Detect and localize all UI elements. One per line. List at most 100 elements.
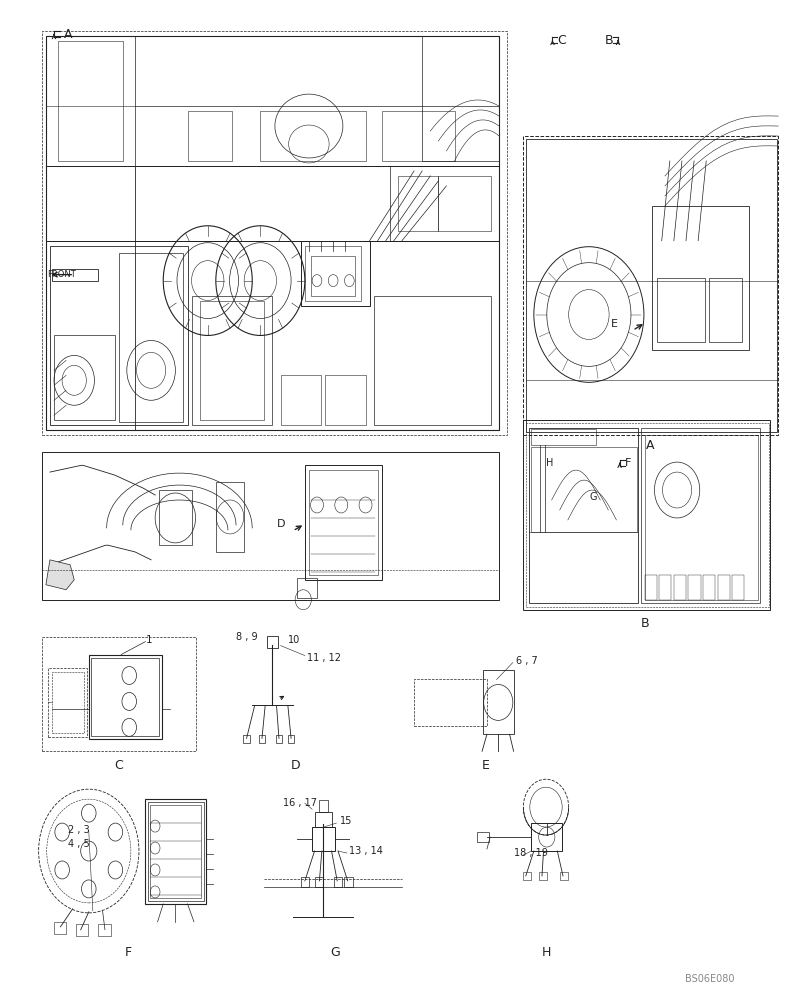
- Text: C: C: [556, 34, 565, 47]
- Bar: [46, 36, 499, 430]
- Bar: [538, 872, 546, 880]
- Bar: [525, 139, 775, 432]
- Bar: [281, 375, 320, 425]
- Text: 16 , 17: 16 , 17: [283, 798, 316, 808]
- Text: 2 , 3: 2 , 3: [67, 825, 89, 835]
- Bar: [422, 36, 499, 161]
- Bar: [49, 668, 87, 737]
- Bar: [145, 799, 206, 904]
- Bar: [150, 805, 201, 898]
- Bar: [373, 296, 491, 425]
- Text: 6 , 7: 6 , 7: [516, 656, 537, 666]
- Bar: [315, 877, 323, 887]
- Bar: [276, 735, 282, 743]
- Text: F: F: [125, 946, 132, 959]
- Bar: [559, 872, 567, 880]
- Bar: [200, 301, 264, 420]
- Bar: [688, 575, 700, 600]
- Bar: [644, 575, 656, 600]
- Bar: [528, 428, 637, 603]
- Bar: [732, 575, 744, 600]
- Bar: [717, 575, 729, 600]
- Bar: [525, 423, 767, 607]
- Text: 10: 10: [287, 635, 300, 645]
- Text: G: G: [330, 946, 340, 959]
- Bar: [659, 575, 671, 600]
- Bar: [216, 482, 244, 552]
- Bar: [310, 256, 354, 296]
- Bar: [304, 246, 361, 301]
- Text: 11 , 12: 11 , 12: [307, 653, 341, 663]
- Bar: [308, 470, 377, 575]
- Bar: [477, 832, 488, 842]
- Text: 4 , 5: 4 , 5: [67, 839, 89, 849]
- Text: H: H: [545, 458, 552, 468]
- Bar: [311, 827, 334, 851]
- Text: E: E: [481, 759, 489, 772]
- Bar: [267, 636, 278, 648]
- Bar: [656, 278, 705, 342]
- Text: E: E: [610, 319, 616, 329]
- Bar: [344, 877, 352, 887]
- Text: FRONT: FRONT: [47, 270, 75, 279]
- Bar: [389, 166, 499, 241]
- Bar: [91, 658, 159, 736]
- Text: 15: 15: [339, 816, 352, 826]
- Bar: [523, 872, 530, 880]
- Text: 8 , 9: 8 , 9: [236, 632, 257, 642]
- Bar: [709, 278, 741, 342]
- Bar: [260, 111, 365, 161]
- Bar: [54, 335, 114, 420]
- Text: D: D: [291, 759, 300, 772]
- Text: 1: 1: [146, 635, 152, 645]
- Bar: [381, 111, 454, 161]
- Text: G: G: [590, 492, 597, 502]
- Bar: [287, 735, 294, 743]
- Bar: [54, 922, 66, 934]
- Polygon shape: [46, 560, 74, 590]
- Bar: [118, 253, 183, 422]
- Bar: [483, 670, 513, 734]
- Bar: [530, 823, 561, 851]
- Bar: [438, 176, 491, 231]
- Bar: [259, 735, 265, 743]
- Text: A: A: [64, 28, 73, 41]
- Bar: [98, 924, 110, 936]
- Bar: [159, 490, 191, 545]
- Bar: [414, 679, 487, 726]
- Text: A: A: [646, 439, 654, 452]
- Bar: [300, 877, 308, 887]
- Bar: [187, 111, 232, 161]
- Bar: [88, 655, 161, 739]
- Bar: [702, 575, 714, 600]
- Text: F: F: [624, 458, 630, 468]
- Bar: [243, 735, 250, 743]
- Bar: [46, 36, 135, 166]
- Bar: [523, 136, 777, 435]
- Bar: [191, 296, 272, 425]
- Bar: [296, 578, 316, 598]
- Bar: [530, 429, 595, 445]
- Bar: [397, 176, 438, 231]
- Text: BS06E080: BS06E080: [684, 974, 733, 984]
- Bar: [304, 465, 381, 580]
- Bar: [75, 924, 88, 936]
- Bar: [324, 375, 365, 425]
- Bar: [42, 31, 507, 435]
- Bar: [523, 420, 769, 610]
- Text: 18 , 19: 18 , 19: [513, 848, 547, 858]
- Text: D: D: [277, 519, 285, 529]
- Bar: [42, 452, 499, 600]
- Bar: [644, 435, 757, 600]
- Bar: [315, 812, 331, 827]
- Bar: [42, 637, 195, 751]
- Bar: [51, 672, 84, 733]
- Bar: [300, 241, 369, 306]
- Text: B: B: [604, 34, 612, 47]
- Bar: [51, 269, 98, 281]
- Bar: [58, 41, 122, 161]
- Bar: [530, 447, 636, 532]
- Bar: [673, 575, 685, 600]
- Bar: [640, 428, 760, 603]
- Bar: [148, 802, 204, 901]
